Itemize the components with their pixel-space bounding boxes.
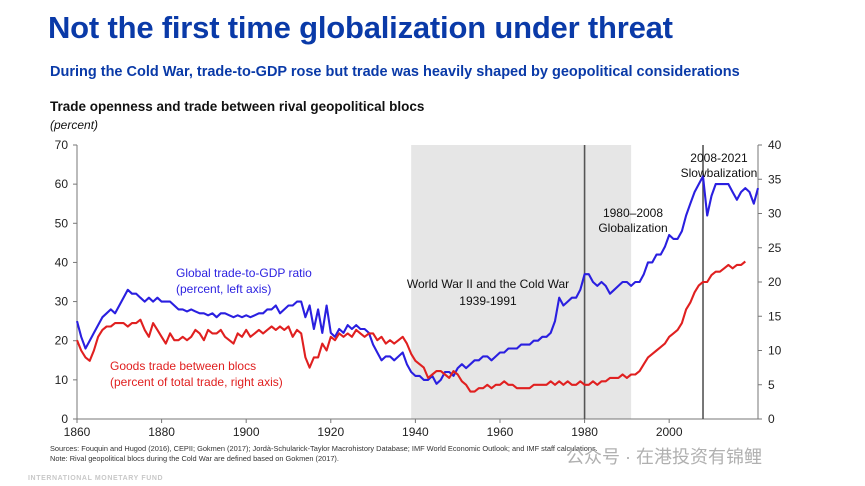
x-tick-label: 1860 [64, 425, 91, 439]
sources-note: Sources: Fouquin and Hugod (2016), CEPII… [50, 444, 598, 464]
x-tick-label: 1940 [402, 425, 429, 439]
shaded-period-label: 1939-1991 [459, 294, 517, 308]
vertical-marker-label: Slowbalization [681, 166, 758, 180]
series-line [75, 175, 760, 385]
x-tick-label: 2000 [656, 425, 683, 439]
series-line [76, 260, 746, 393]
series-label: Global trade-to-GDP ratio [176, 266, 312, 280]
shaded-period-label: World War II and the Cold War [407, 277, 569, 291]
org-footer: INTERNATIONAL MONETARY FUND [28, 475, 164, 482]
series-layer [75, 175, 760, 393]
page-title: Not the first time globalization under t… [48, 10, 673, 45]
y-left-tick-label: 50 [55, 216, 69, 230]
x-tick-label: 1900 [233, 425, 260, 439]
y-left-tick-label: 20 [55, 334, 69, 348]
y-right-tick-label: 5 [768, 378, 775, 392]
note-line: Note: Rival geopolitical blocs during th… [50, 454, 339, 463]
y-right-tick-label: 0 [768, 412, 775, 426]
y-right-tick-label: 20 [768, 275, 782, 289]
y-left-tick-label: 0 [61, 412, 68, 426]
unit-label: (percent) [50, 118, 99, 132]
series-label: (percent of total trade, right axis) [110, 375, 283, 389]
y-left-tick-label: 40 [55, 255, 69, 269]
x-tick-label: 1920 [317, 425, 344, 439]
y-right-tick-label: 30 [768, 207, 782, 221]
y-left-tick-label: 10 [55, 373, 69, 387]
annotation-layer: World War II and the Cold War 1939-1991 19… [110, 151, 757, 389]
x-tick-label: 1980 [571, 425, 598, 439]
y-right-tick-label: 25 [768, 241, 782, 255]
y-right-tick-label: 40 [768, 138, 782, 152]
x-tick-label: 1960 [487, 425, 514, 439]
series-label: Goods trade between blocs [110, 359, 256, 373]
x-tick-label: 1880 [148, 425, 175, 439]
y-left-tick-label: 60 [55, 177, 69, 191]
vertical-marker-label: 2008-2021 [690, 151, 748, 165]
chart-title: Trade openness and trade between rival g… [50, 99, 425, 114]
page-subtitle: During the Cold War, trade-to-GDP rose b… [50, 64, 740, 80]
axes-layer: 0 10 20 30 40 50 60 70 0 5 10 15 20 25 30 35 40 1860 1880 1… [55, 138, 782, 439]
y-left-tick-label: 30 [55, 295, 69, 309]
vertical-marker-label: 1980–2008 [603, 206, 663, 220]
series-label: (percent, left axis) [176, 282, 271, 296]
y-right-tick-label: 35 [768, 172, 782, 186]
watermark: 公众号 · 在港投资有锦鲤 [566, 447, 762, 467]
vertical-marker-label: Globalization [598, 221, 667, 235]
y-left-tick-label: 70 [55, 138, 69, 152]
sources-line: Sources: Fouquin and Hugod (2016), CEPII… [50, 444, 598, 453]
y-right-tick-label: 15 [768, 309, 782, 323]
y-right-tick-label: 10 [768, 344, 782, 358]
